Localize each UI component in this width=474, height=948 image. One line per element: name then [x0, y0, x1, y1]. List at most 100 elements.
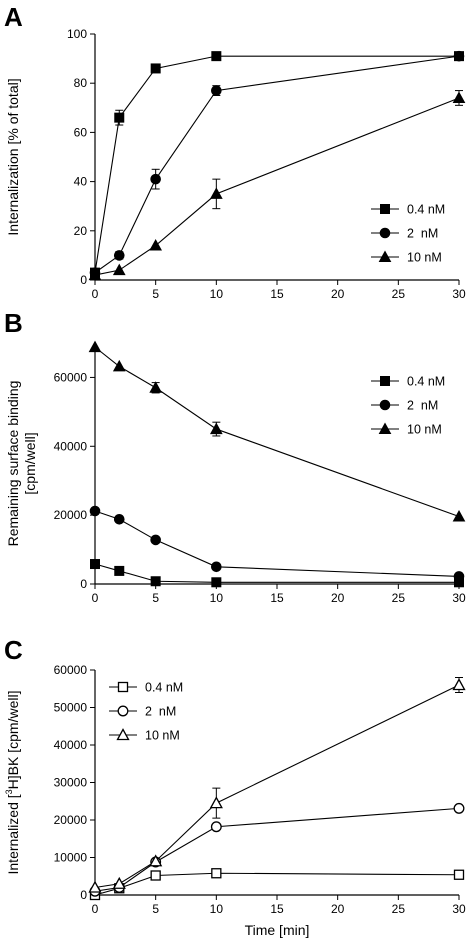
x-tick-label: 5 [152, 287, 159, 301]
data-point-triangle [112, 876, 126, 889]
x-tick-label: 15 [270, 591, 284, 605]
legend-label: 2 nM [407, 399, 438, 413]
series-line [94, 55, 460, 274]
panel-letter: C [4, 635, 23, 665]
x-tick-label: 20 [331, 287, 345, 301]
x-tick-label: 25 [392, 902, 406, 916]
legend-label: 10 nM [407, 423, 442, 437]
series-line [94, 97, 460, 276]
legend-label: 0.4 nM [407, 375, 445, 389]
y-tick-label: 0 [80, 577, 87, 591]
data-point-square [211, 51, 222, 62]
y-axis-label: Remaining surface binding [5, 381, 21, 547]
data-point-triangle [149, 239, 163, 251]
data-point-circle [150, 173, 161, 185]
legend-marker-square [117, 681, 129, 693]
legend-marker-circle [117, 705, 129, 717]
x-tick-label: 5 [152, 591, 159, 605]
legend-marker-square [380, 376, 390, 386]
series-triangle [88, 677, 466, 893]
x-tick-label: 10 [210, 591, 224, 605]
y-tick-label: 60000 [54, 663, 88, 677]
data-point-triangle [88, 268, 102, 281]
y-tick-label: 60 [74, 125, 88, 139]
series-line [94, 563, 459, 583]
y-tick-label: 10000 [54, 851, 88, 865]
x-tick-label: 5 [152, 902, 159, 916]
x-tick-label: 10 [210, 902, 224, 916]
y-tick-label: 0 [80, 273, 87, 287]
series-line [94, 510, 460, 577]
y-tick-label: 50000 [54, 701, 88, 715]
series-circle [89, 802, 465, 897]
x-tick-label: 15 [270, 902, 284, 916]
legend-marker-circle [379, 227, 391, 239]
data-point-square [150, 576, 161, 587]
data-point-circle [150, 534, 161, 546]
y-tick-label: 0 [80, 888, 87, 902]
x-tick-label: 30 [452, 902, 466, 916]
x-axis-label: Time [min] [245, 922, 310, 938]
legend-label: 0.4 nM [145, 681, 183, 695]
data-point-triangle [149, 381, 163, 393]
series-square [90, 51, 464, 278]
y-tick-label: 100 [67, 27, 87, 41]
series-circle [89, 505, 465, 582]
legend: 0.4 nM 2 nM 10 nM [371, 203, 445, 265]
series-line [94, 807, 460, 892]
data-point-square [453, 869, 465, 880]
y-tick-label: 20000 [54, 813, 88, 827]
data-point-square [90, 559, 100, 570]
y-tick-label: 40000 [54, 738, 88, 752]
data-point-square [114, 565, 125, 576]
data-point-square [211, 577, 222, 588]
y-tick-label: 20 [74, 224, 88, 238]
legend-marker-triangle [378, 422, 392, 434]
data-point-circle [211, 85, 222, 96]
legend-label: 10 nM [145, 729, 180, 743]
data-point-circle [211, 561, 222, 573]
legend-label: 10 nM [407, 251, 442, 265]
data-point-triangle [452, 91, 466, 103]
data-point-triangle [209, 422, 223, 435]
series-line [94, 55, 459, 273]
data-point-circle [210, 821, 222, 833]
data-point-triangle [209, 187, 223, 199]
x-tick-label: 15 [270, 287, 284, 301]
series-line [94, 346, 460, 518]
legend-marker-square [380, 204, 390, 214]
series-triangle [88, 340, 466, 522]
y-tick-label: 40 [74, 175, 88, 189]
data-point-circle [113, 250, 125, 261]
y-axis-label: Internalization [% of total] [5, 78, 21, 235]
panel-a: A 0 20 40 60 80 100 0 5 10 15 20 25 30 Internalization… [4, 2, 466, 301]
series-triangle [88, 90, 466, 281]
series-line [94, 872, 460, 896]
panel-letter: A [4, 2, 23, 32]
x-tick-label: 30 [452, 287, 466, 301]
data-point-square [211, 868, 222, 879]
data-point-square [150, 870, 161, 881]
x-tick-label: 0 [92, 591, 99, 605]
y-axis-label-part: H]BK [cpm/well] [5, 691, 21, 790]
data-point-triangle [88, 340, 102, 353]
y-axis-label-line2: [cpm/well] [22, 432, 38, 494]
data-point-triangle [149, 854, 163, 867]
panel-c: C 0 10000 20000 30000 40000 50000 60000 0 5 10 15 20… [4, 635, 466, 938]
x-tick-label: 10 [210, 287, 224, 301]
x-tick-label: 20 [331, 902, 345, 916]
y-axis-label: Internalized [3H]BK [cpm/well] [4, 691, 21, 875]
x-tick-label: 0 [92, 902, 99, 916]
data-point-square [150, 63, 161, 74]
data-point-triangle [112, 263, 126, 276]
x-tick-label: 0 [92, 287, 99, 301]
data-point-circle [113, 513, 125, 525]
y-tick-label: 60000 [54, 370, 88, 384]
x-tick-label: 20 [331, 591, 345, 605]
panel-letter: B [4, 308, 23, 338]
data-point-triangle [88, 880, 102, 893]
legend-label: 2 nM [407, 227, 438, 241]
y-axis-label-superscript: 3 [4, 789, 14, 794]
data-point-circle [453, 50, 465, 62]
